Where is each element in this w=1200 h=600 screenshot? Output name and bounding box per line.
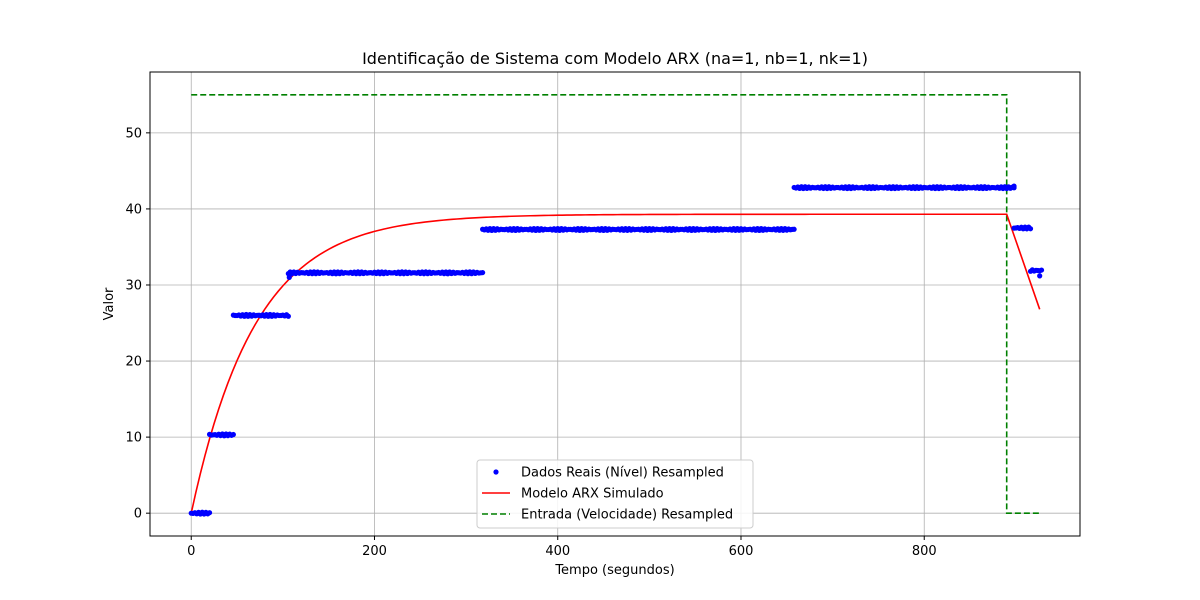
legend-label: Modelo ARX Simulado [521,487,664,502]
y-ticks: 0 10 20 30 40 50 [125,126,150,522]
series-model-line [190,213,1041,514]
legend-marker-data [493,469,499,475]
grid [150,72,1080,536]
chart-title: Identificação de Sistema com Modelo ARX … [362,49,868,68]
plot-area [188,94,1045,517]
data-point [206,510,213,516]
legend-label: Dados Reais (Nível) Resampled [521,466,724,481]
x-ticks: 0 200 400 600 800 [187,536,937,559]
legend-label: Entrada (Velocidade) Resampled [521,508,733,523]
legend-box [476,459,754,529]
axes-frame [149,71,1081,537]
data-point [230,431,236,438]
y-axis-label: Valor [102,287,117,320]
x-tick-label: 800 [912,544,937,559]
y-tick-label: 30 [125,278,142,293]
y-tick-label: 10 [125,431,142,446]
x-tick-label: 600 [729,544,754,559]
data-point [1038,267,1045,273]
legend: Dados Reais (Nível) Resampled Modelo ARX … [476,459,754,529]
y-tick-label: 40 [125,202,142,217]
series-input-line [191,94,1040,514]
series-data-points [188,183,1045,517]
data-point [1011,183,1017,189]
x-tick-label: 400 [545,544,570,559]
y-tick-label: 50 [125,126,142,141]
data-point [1037,273,1043,279]
x-tick-label: 200 [362,544,387,559]
data-point [480,269,486,276]
x-tick-label: 0 [187,544,195,559]
data-point [1027,226,1034,232]
data-point [286,274,292,280]
x-axis-label: Tempo (segundos) [554,563,674,578]
y-tick-label: 0 [134,507,142,522]
y-tick-label: 20 [125,355,142,370]
data-point [791,226,797,232]
data-point [285,313,291,319]
